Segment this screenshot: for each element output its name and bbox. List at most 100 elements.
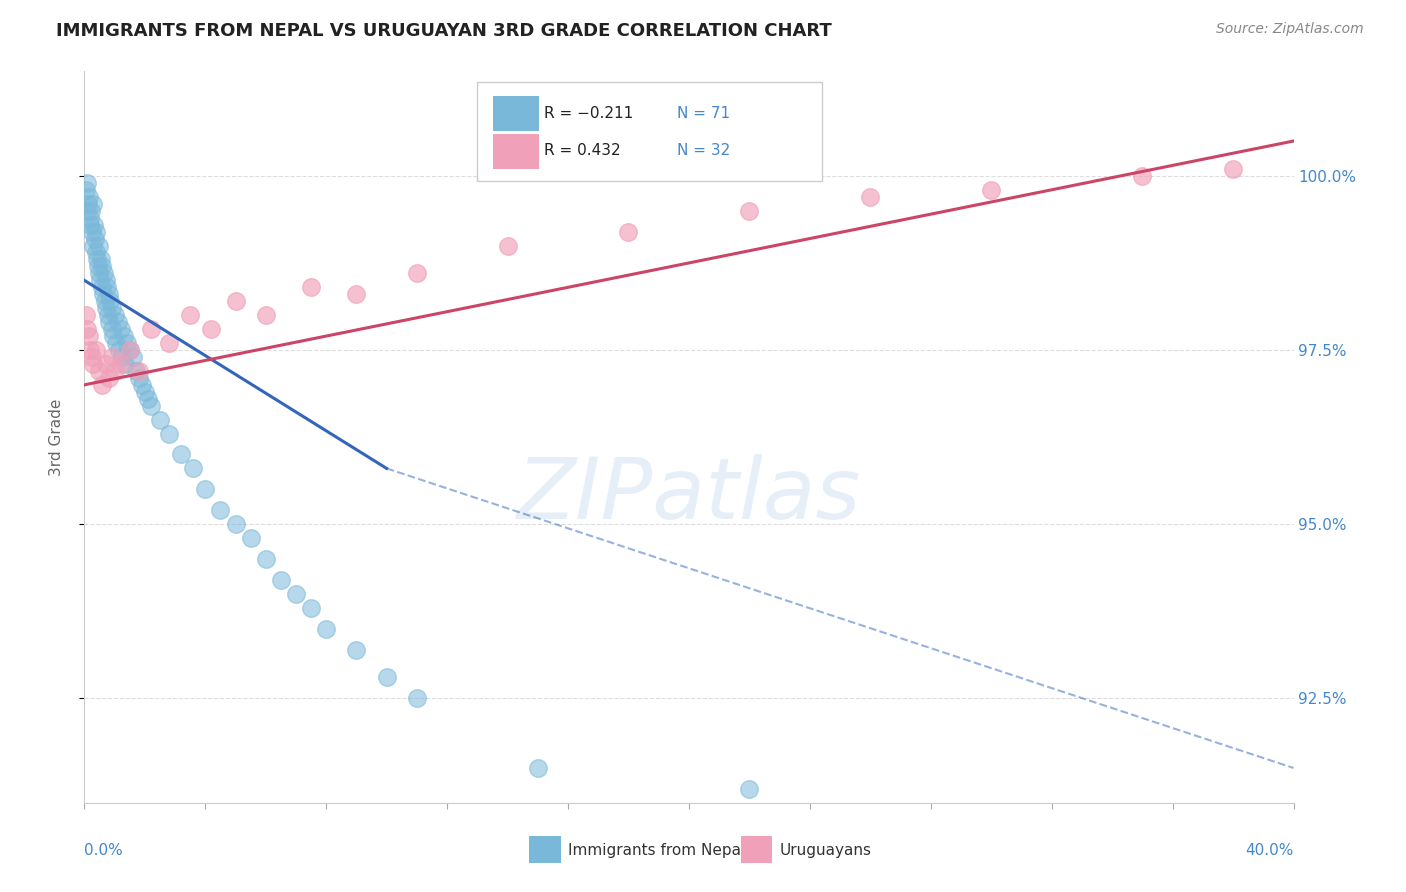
Point xyxy=(89,273,111,287)
Point xyxy=(105,336,128,351)
Point xyxy=(100,350,122,364)
Point xyxy=(179,308,201,322)
Point xyxy=(110,357,132,371)
Point xyxy=(496,238,519,252)
Point xyxy=(80,203,103,218)
Point xyxy=(254,552,277,566)
Point xyxy=(118,343,141,357)
Point xyxy=(79,218,101,232)
Point xyxy=(225,294,247,309)
Point xyxy=(90,252,112,267)
Point xyxy=(346,287,368,301)
Point xyxy=(80,350,103,364)
FancyBboxPatch shape xyxy=(741,837,772,863)
Point xyxy=(115,336,138,351)
Text: Uruguayans: Uruguayans xyxy=(780,843,872,858)
Point xyxy=(108,343,131,357)
Text: 40.0%: 40.0% xyxy=(1246,843,1294,858)
Point xyxy=(170,448,193,462)
Point xyxy=(77,196,100,211)
Point xyxy=(87,238,110,252)
Text: Immigrants from Nepal: Immigrants from Nepal xyxy=(568,843,745,858)
Y-axis label: 3rd Grade: 3rd Grade xyxy=(49,399,63,475)
Point xyxy=(239,531,262,545)
Point xyxy=(859,190,882,204)
Point xyxy=(94,301,117,316)
Point xyxy=(527,761,550,775)
Point xyxy=(89,266,111,280)
Point xyxy=(96,280,118,294)
Point xyxy=(75,308,97,322)
Point xyxy=(91,287,114,301)
Point xyxy=(94,294,117,309)
Point xyxy=(136,392,159,406)
Point xyxy=(254,308,277,322)
Text: Source: ZipAtlas.com: Source: ZipAtlas.com xyxy=(1216,22,1364,37)
Point xyxy=(76,203,98,218)
Point xyxy=(84,231,107,245)
Point xyxy=(131,377,153,392)
Point xyxy=(90,280,112,294)
Point xyxy=(299,600,322,615)
Point xyxy=(104,364,127,378)
Point xyxy=(97,287,120,301)
Point xyxy=(375,670,398,684)
Point xyxy=(86,252,108,267)
Point xyxy=(139,322,162,336)
Point xyxy=(149,412,172,426)
Point xyxy=(121,350,143,364)
Point xyxy=(406,691,429,706)
Point xyxy=(125,364,148,378)
Point xyxy=(97,371,120,385)
Point xyxy=(181,461,204,475)
Point xyxy=(299,280,322,294)
Point xyxy=(1222,161,1244,176)
Point xyxy=(101,329,124,343)
Point xyxy=(346,642,368,657)
Point xyxy=(91,377,114,392)
Point xyxy=(87,260,110,274)
Point xyxy=(139,399,162,413)
Text: 0.0%: 0.0% xyxy=(84,843,124,858)
Point xyxy=(91,260,114,274)
Point xyxy=(79,211,101,225)
FancyBboxPatch shape xyxy=(478,82,823,181)
Text: N = 71: N = 71 xyxy=(676,106,730,121)
Point xyxy=(107,315,129,329)
Point xyxy=(76,176,98,190)
Point xyxy=(82,357,104,371)
Point xyxy=(98,315,121,329)
Point xyxy=(406,266,429,280)
Text: N = 32: N = 32 xyxy=(676,143,730,158)
Point xyxy=(80,225,103,239)
FancyBboxPatch shape xyxy=(529,837,561,863)
Point xyxy=(118,343,141,357)
Point xyxy=(76,322,98,336)
Point xyxy=(94,273,117,287)
Point xyxy=(157,426,180,441)
Point xyxy=(980,183,1002,197)
Point xyxy=(225,517,247,532)
Point xyxy=(738,781,761,796)
Point xyxy=(82,196,104,211)
Point xyxy=(98,294,121,309)
Point xyxy=(97,308,120,322)
Point xyxy=(194,483,217,497)
Point xyxy=(83,218,105,232)
Point xyxy=(270,573,292,587)
Point xyxy=(101,301,124,316)
Point xyxy=(128,364,150,378)
Point xyxy=(100,322,122,336)
Point xyxy=(94,357,117,371)
Point xyxy=(86,343,108,357)
FancyBboxPatch shape xyxy=(494,134,538,169)
Point xyxy=(110,322,132,336)
Point xyxy=(79,343,101,357)
Point xyxy=(82,238,104,252)
Text: ZIPatlas: ZIPatlas xyxy=(517,454,860,537)
Text: R = 0.432: R = 0.432 xyxy=(544,143,620,158)
Point xyxy=(209,503,232,517)
Point xyxy=(617,225,640,239)
Point xyxy=(134,384,156,399)
Point xyxy=(315,622,337,636)
